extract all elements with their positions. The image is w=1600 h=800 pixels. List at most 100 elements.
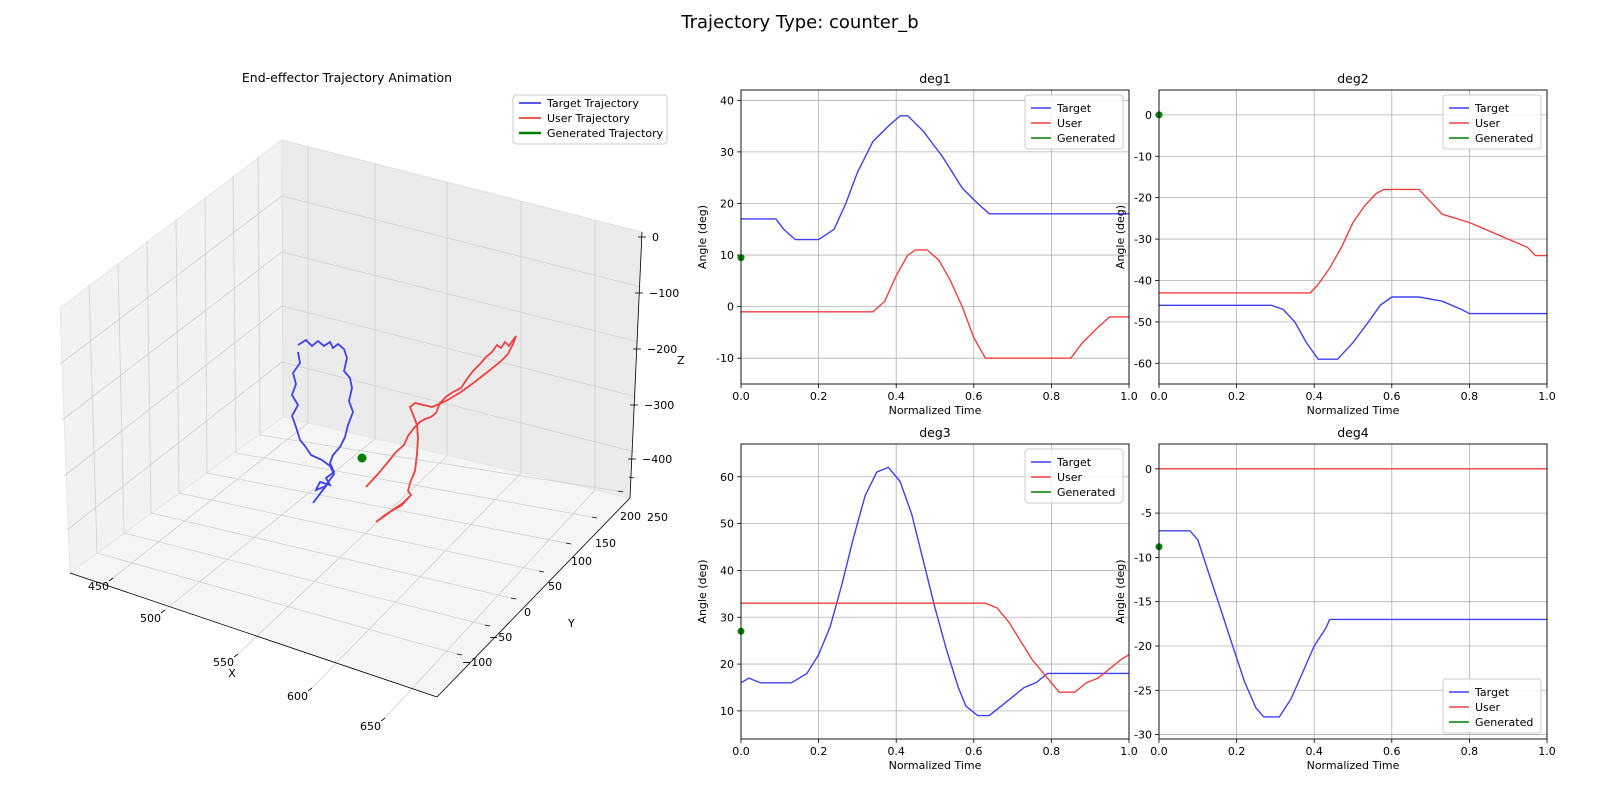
subplot-3d: End-effector Trajectory Animation 450 500 5… [59, 70, 685, 733]
tick-label-y: 150 [595, 537, 616, 550]
series-line-target [1159, 296, 1547, 360]
tick-label-y: -10 [1134, 551, 1152, 564]
tick-label-z: 0 [652, 231, 659, 244]
tick-label-x: 0.0 [732, 745, 750, 758]
grid-line-3d [175, 218, 180, 494]
subplot-deg3: 0.0 0.2 0.4 0.6 0.8 1.0 10 20 30 40 50 60 deg3 Normal… [696, 425, 1138, 772]
tick-label-x: 0.6 [1383, 390, 1401, 403]
grid-line-3d [311, 472, 522, 689]
y-axis-label: Angle (deg) [696, 559, 709, 623]
subplot-title: deg2 [1337, 71, 1369, 86]
series-line-user [741, 249, 1129, 359]
series-line-user [1159, 188, 1547, 294]
tick-label-y: 250 [647, 511, 668, 524]
legend-label: Target [1056, 456, 1092, 469]
tick-label-x: 500 [140, 612, 161, 625]
user-trajectory-3d [365, 335, 517, 523]
grid-line-3d [204, 196, 208, 474]
tick-label-x: 450 [88, 580, 109, 593]
y-axis-label: Angle (deg) [1114, 205, 1127, 269]
grid-line-3d [117, 262, 125, 534]
tick-label-x: 650 [360, 720, 381, 733]
tick-label-x: 0.8 [1043, 745, 1061, 758]
tick-label-y: 60 [720, 471, 734, 484]
grid-line-3d [237, 455, 448, 655]
z-axis-label: Z [677, 354, 685, 367]
tick-label-y: 40 [720, 564, 734, 577]
series-line-target [741, 466, 1129, 717]
tick-x [108, 577, 114, 582]
legend-label: Generated [1475, 132, 1533, 145]
tick-label-z: −300 [644, 399, 674, 412]
legend-label: Generated Trajectory [547, 127, 664, 140]
tick-label-x: 0.8 [1043, 390, 1061, 403]
grid-line-3d [123, 532, 486, 626]
tick-x [160, 609, 166, 614]
legend-label: Generated [1057, 486, 1115, 499]
tick-label-y: -40 [1134, 274, 1152, 287]
tick-y [591, 516, 598, 519]
plot-frame [1158, 89, 1548, 385]
tick-y [484, 624, 491, 627]
z-axis-line [629, 231, 643, 499]
grid-line-3d [63, 305, 283, 477]
grid-line-3d [235, 452, 593, 518]
subplot-deg4: 0.0 0.2 0.4 0.6 0.8 1.0 -30 -25 -20 -15 -10 -5 0 deg4… [1114, 425, 1556, 772]
tick-label-x: 0.4 [1305, 390, 1323, 403]
tick-label-x: 1.0 [1120, 390, 1138, 403]
tick-label-x: 1.0 [1538, 390, 1556, 403]
subplot-title: deg3 [919, 425, 951, 440]
legend-label: Target [1056, 102, 1092, 115]
tick-label-y: -60 [1134, 357, 1152, 370]
grid-line-3d [206, 472, 567, 544]
tick-y [510, 597, 517, 600]
x-axis-label: Normalized Time [889, 759, 982, 772]
grid-line-3d [150, 512, 512, 599]
legend-label: Target [1474, 686, 1510, 699]
subplot-deg2: 0.0 0.2 0.4 0.6 0.8 1.0 -60 -50 -40 -30 -20 -10 0 deg… [1114, 71, 1556, 417]
tick-label-z: −100 [649, 287, 679, 300]
target-trajectory-3d [291, 338, 354, 504]
grid-line-3d [281, 251, 640, 343]
grid-line-3d [178, 492, 540, 572]
grid-line-3d [66, 361, 283, 531]
tick-y [628, 476, 635, 479]
legend-label: Generated [1057, 132, 1115, 145]
x-axis-label: X [228, 667, 236, 680]
tick-label-y: -20 [1134, 192, 1152, 205]
tick-x [307, 687, 313, 692]
tick-label-x: 600 [287, 690, 308, 703]
tick-label-x: 550 [213, 656, 234, 669]
tick-label-y: -5 [1141, 507, 1152, 520]
tick-label-y: 30 [720, 146, 734, 159]
tick-label-x: 0.6 [1383, 745, 1401, 758]
grid-line-3d [281, 305, 638, 398]
tick-label-y: 0 [1145, 463, 1152, 476]
y-axis-line [436, 497, 631, 698]
tick-label-y: -10 [1134, 150, 1152, 163]
tick-label-x: 1.0 [1538, 745, 1556, 758]
tick-label-x: 0.4 [887, 390, 905, 403]
grid-line-3d [112, 422, 309, 579]
x-axis-label: Normalized Time [889, 404, 982, 417]
tick-label-y: 10 [720, 249, 734, 262]
grid-line-3d [232, 175, 237, 454]
tick-label-x: 0.0 [1150, 745, 1168, 758]
tick-y [617, 490, 624, 493]
x-axis-label: Normalized Time [1307, 759, 1400, 772]
grid-line-3d [281, 361, 636, 453]
grid-line-3d [61, 251, 283, 421]
legend-label: User [1475, 117, 1501, 130]
tick-label-z: −400 [642, 453, 672, 466]
legend-label: Target Trajectory [546, 97, 639, 110]
tick-y [565, 542, 572, 545]
x-axis-line [69, 572, 438, 698]
tick-label-y: 40 [720, 94, 734, 107]
tick-label-x: 0.8 [1461, 390, 1479, 403]
figure-title: Trajectory Type: counter_b [681, 12, 919, 33]
tick-label-z: −200 [647, 343, 677, 356]
grid-line-3d [259, 434, 619, 492]
subplot-title: End-effector Trajectory Animation [242, 70, 452, 85]
plot-frame [740, 443, 1130, 740]
tick-label-x: 0.2 [1228, 745, 1246, 758]
